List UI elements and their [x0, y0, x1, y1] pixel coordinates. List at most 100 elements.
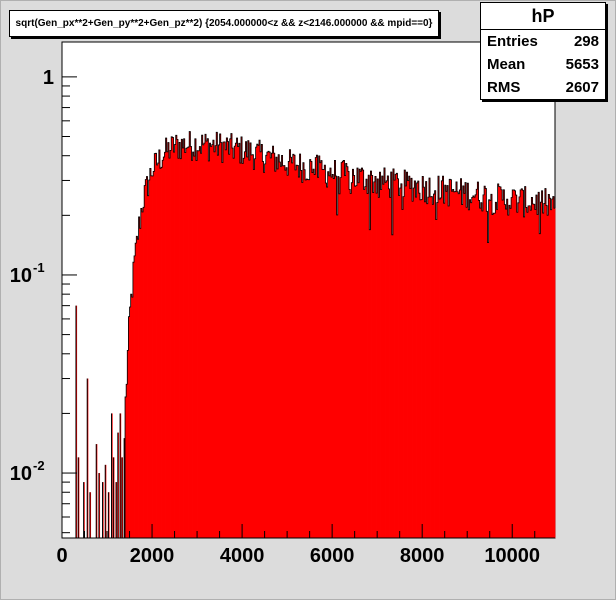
histogram-bin: [172, 137, 174, 538]
histogram-bin: [235, 143, 237, 539]
histogram-bin: [265, 155, 268, 539]
histogram-bin: [257, 145, 260, 538]
histogram-bin: [450, 179, 452, 538]
histogram-bin: [552, 196, 555, 538]
histogram-bin: [140, 208, 143, 539]
histogram-bin: [401, 209, 404, 538]
histogram-bin: [470, 202, 473, 538]
histogram-bin: [211, 144, 214, 538]
histogram-bin: [399, 188, 402, 539]
histogram-bin: [152, 176, 154, 538]
histogram-bin: [129, 307, 132, 538]
histogram-bin: [426, 203, 429, 538]
histogram-bin: [436, 202, 439, 538]
histogram-bin: [482, 194, 485, 538]
histogram-bin: [545, 205, 548, 538]
histogram-bin: [346, 166, 349, 539]
histogram-bin: [409, 188, 412, 539]
histogram-bin: [520, 189, 522, 538]
histogram-bin: [527, 205, 530, 539]
histogram-bin: [532, 204, 535, 539]
histogram-bin: [472, 195, 475, 538]
histogram-bin: [167, 142, 170, 538]
histogram-bin: [338, 193, 341, 538]
histogram-bin: [171, 136, 173, 538]
stats-row-entries: Entries 298: [481, 30, 605, 53]
histogram-bin: [427, 197, 430, 538]
histogram-bin: [389, 197, 392, 538]
histogram-bin: [377, 178, 379, 538]
histogram-bin: [503, 189, 505, 538]
histogram-bin: [422, 176, 424, 538]
histogram-bin: [471, 197, 474, 538]
histogram-bin: [334, 160, 336, 538]
histogram-bin: [488, 199, 491, 538]
histogram-bin: [283, 165, 286, 538]
histogram-bin: [116, 482, 118, 538]
histogram-bin: [236, 138, 238, 538]
histogram-bin: [535, 195, 538, 538]
histogram-bin: [247, 140, 250, 538]
stats-row-rms: RMS 2607: [481, 76, 605, 99]
histogram-bin: [342, 161, 344, 538]
histogram-bin: [451, 191, 453, 538]
histogram-bin: [125, 396, 127, 538]
histogram-bin: [260, 151, 262, 538]
x-tick-label: 10000: [484, 545, 540, 567]
histogram-bin: [294, 170, 297, 538]
histogram-bin: [383, 167, 386, 538]
histogram-bin: [379, 172, 381, 539]
histogram-bin: [131, 297, 134, 538]
histogram-bin: [322, 169, 324, 538]
histogram-bin: [398, 195, 401, 538]
histogram-bin: [309, 159, 312, 538]
histogram-bin: [449, 179, 451, 538]
histogram-bin: [180, 158, 182, 538]
stats-histogram-name: hP: [481, 3, 605, 30]
histogram-bin: [455, 181, 458, 538]
histogram-bin: [299, 154, 302, 538]
histogram-bin: [134, 255, 136, 539]
histogram-bin: [439, 199, 441, 538]
histogram-bin: [476, 189, 478, 539]
histogram-title-text: sqrt(Gen_px**2+Gen_py**2+Gen_pz**2) {205…: [15, 18, 433, 29]
histogram-bin: [127, 350, 129, 538]
histogram-bin: [126, 384, 128, 538]
histogram-bin: [464, 182, 467, 539]
histogram-bin: [135, 243, 137, 538]
histogram-bin: [500, 189, 503, 538]
histogram-bin: [266, 152, 269, 539]
histogram-bin: [440, 197, 442, 538]
histogram-bin: [252, 154, 254, 538]
histogram-bin: [231, 148, 234, 538]
histogram-bin: [350, 193, 352, 538]
histogram-bin: [225, 149, 227, 538]
histogram-bin: [182, 148, 184, 539]
histogram-bin: [215, 145, 217, 538]
histogram-bin: [148, 179, 151, 538]
histogram-bin: [341, 162, 343, 539]
histogram-bin: [120, 413, 122, 538]
histogram-bin: [89, 492, 92, 538]
histogram-bin: [314, 174, 316, 538]
histogram-bin: [288, 161, 290, 539]
histogram-bin: [498, 186, 501, 538]
histogram-bin: [415, 197, 417, 538]
histogram-bin: [291, 162, 294, 538]
stats-value: 2607: [565, 79, 599, 96]
histogram-bin: [434, 190, 437, 539]
stats-label: RMS: [487, 79, 521, 96]
histogram-bin: [499, 186, 502, 538]
histogram-bin: [197, 150, 199, 538]
histogram-bin: [161, 167, 163, 538]
histogram-bin: [315, 157, 317, 538]
histogram-bin: [325, 182, 327, 538]
histogram-bin: [369, 229, 371, 538]
histogram-bin: [454, 191, 457, 539]
histogram-bin: [340, 177, 342, 539]
histogram-bin: [193, 156, 196, 538]
histogram-bin: [521, 188, 523, 539]
histogram-bin: [419, 199, 422, 538]
histogram-bin: [311, 172, 314, 538]
histogram-bin: [102, 482, 104, 538]
